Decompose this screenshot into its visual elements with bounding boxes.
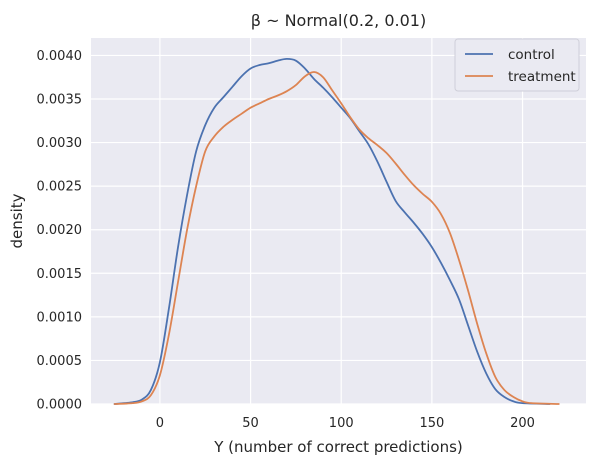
series-line-control — [113, 58, 551, 405]
x-tick-label: 200 — [510, 416, 535, 431]
x-axis-ticks: 0 50 100 150 200 — [156, 416, 535, 431]
x-tick-label: 50 — [242, 416, 259, 431]
y-axis-label: density — [8, 193, 26, 248]
y-tick-label: 0.0040 — [37, 49, 83, 64]
y-tick-label: 0.0030 — [37, 136, 83, 151]
chart-title: β ~ Normal(0.2, 0.01) — [251, 11, 426, 30]
y-tick-label: 0.0020 — [37, 223, 83, 238]
x-tick-label: 0 — [156, 416, 164, 431]
legend: control treatment — [454, 38, 580, 92]
series-line-treatment — [113, 71, 560, 405]
legend-label-treatment: treatment — [508, 69, 576, 85]
legend-box — [454, 38, 580, 92]
x-tick-label: 150 — [419, 416, 444, 431]
y-tick-label: 0.0015 — [37, 267, 83, 282]
x-tick-label: 100 — [329, 416, 354, 431]
y-tick-label: 0.0010 — [37, 310, 83, 325]
y-axis-ticks: 0.0000 0.0005 0.0010 0.0015 0.0020 0.0025 0.00… — [37, 49, 83, 413]
legend-label-control: control — [508, 47, 555, 63]
y-tick-label: 0.0035 — [37, 93, 83, 108]
y-tick-label: 0.0025 — [37, 180, 83, 195]
x-axis-label: Y (number of correct predictions) — [213, 438, 463, 456]
y-tick-label: 0.0000 — [37, 398, 83, 413]
series-lines — [113, 58, 560, 405]
y-tick-label: 0.0005 — [37, 354, 83, 369]
